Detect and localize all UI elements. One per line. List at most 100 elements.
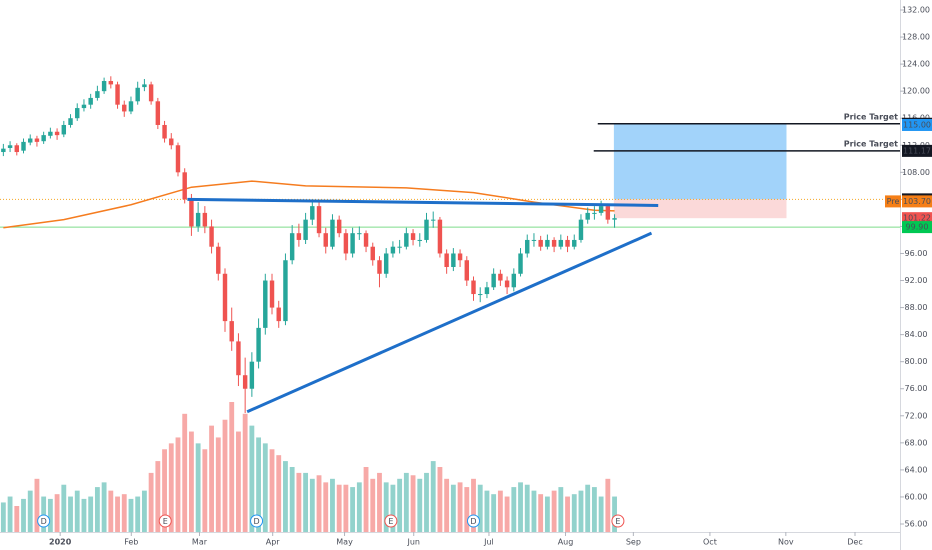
candle-body	[222, 273, 228, 322]
candle-body	[303, 219, 308, 240]
volume-bar	[571, 494, 577, 532]
event-label: E	[388, 517, 393, 526]
candle-body	[162, 124, 167, 139]
volume-bar	[356, 482, 362, 532]
volume-bar	[410, 475, 416, 532]
candle-body	[551, 239, 557, 247]
candle-body	[336, 219, 342, 234]
volume-bar	[511, 487, 517, 532]
candle-body	[242, 375, 248, 389]
candle-body	[263, 280, 268, 328]
candle-body	[410, 233, 416, 240]
candle-body	[585, 212, 590, 220]
price-label-prefix: Pre	[887, 197, 900, 206]
volume-bar	[94, 487, 100, 532]
candle-body	[122, 104, 127, 112]
volume-bar	[115, 496, 120, 532]
y-tick-label: 56.00	[905, 520, 928, 529]
candle-body	[558, 239, 564, 247]
volume-bar	[269, 449, 275, 532]
volume-bar	[612, 496, 617, 532]
candle-body	[525, 239, 530, 254]
candle-body	[155, 101, 161, 125]
volume-bar	[363, 467, 369, 532]
candle-body	[444, 253, 449, 267]
candle-body	[175, 145, 181, 173]
volume-bar	[289, 467, 295, 532]
volume-bar	[417, 478, 423, 532]
candle-body	[404, 233, 409, 247]
volume-bar	[538, 494, 544, 532]
volume-bar	[68, 496, 73, 532]
event-label: D	[41, 517, 47, 526]
event-label: D	[253, 517, 259, 526]
volume-bar	[336, 484, 342, 532]
volume-bar	[370, 478, 376, 532]
volume-bar	[222, 419, 228, 532]
event-marker	[384, 514, 398, 528]
volume-bar	[578, 490, 584, 532]
candle-body	[289, 233, 295, 261]
volume-bar	[605, 478, 611, 532]
volume-bar	[518, 482, 523, 532]
candle-body	[417, 239, 422, 241]
candle-body	[330, 219, 335, 247]
candle-body	[236, 341, 241, 376]
x-tick-label: 2020	[49, 538, 72, 547]
event-marker	[467, 514, 481, 528]
volume-bar	[558, 487, 564, 532]
x-tick-label: Mar	[192, 538, 208, 547]
candle-body	[323, 233, 328, 247]
volume-bar	[256, 437, 261, 532]
candle-body	[283, 260, 288, 322]
volume-bar	[397, 478, 403, 532]
volume-bar	[403, 472, 409, 532]
volume-bar	[430, 461, 436, 532]
candle-body	[511, 273, 517, 288]
candle-body	[95, 91, 100, 98]
candle-body	[269, 280, 275, 308]
x-tick-label: Jul	[483, 538, 494, 547]
volume-bar	[162, 449, 167, 532]
candle-body	[310, 206, 315, 220]
x-tick-label: Jun	[406, 538, 420, 547]
x-tick-label: Apr	[266, 538, 281, 547]
volume-bar	[54, 494, 60, 532]
volume-bar	[215, 437, 221, 532]
candle-body	[182, 172, 187, 200]
price-label-box	[902, 118, 932, 131]
candle-body	[538, 239, 543, 247]
volume-bar	[491, 494, 497, 532]
y-tick-label: 128.00	[902, 33, 930, 42]
volume-bar	[262, 443, 268, 532]
candle-body	[249, 361, 255, 389]
price-label: 99.90	[906, 223, 929, 232]
volume-bar	[195, 443, 201, 532]
candle-body	[1, 148, 6, 153]
price-label: 101.22	[903, 214, 931, 223]
candle-body	[75, 108, 80, 119]
candle-body	[202, 212, 208, 227]
volume-bar	[0, 502, 6, 532]
candle-body	[498, 273, 503, 281]
volume-bar	[27, 490, 33, 532]
volume-bar	[168, 443, 174, 532]
volume-bar	[390, 484, 396, 532]
y-tick-label: 64.00	[905, 465, 928, 474]
volume-bar	[202, 449, 208, 532]
volume-bar	[249, 425, 255, 532]
price-label: 115.00	[903, 120, 931, 129]
candle-body	[316, 206, 322, 234]
y-tick-label: 120.00	[902, 87, 930, 96]
volume-bar	[141, 490, 147, 532]
candle-body	[484, 287, 490, 295]
volume-bar	[108, 490, 114, 532]
volume-bar	[316, 475, 322, 532]
event-marker	[611, 514, 625, 528]
price-target-label: Price Target	[844, 112, 898, 121]
candle-body	[598, 206, 604, 213]
candle-body	[605, 206, 611, 220]
volume-bar	[303, 472, 309, 532]
y-tick-label: 84.00	[905, 330, 928, 339]
